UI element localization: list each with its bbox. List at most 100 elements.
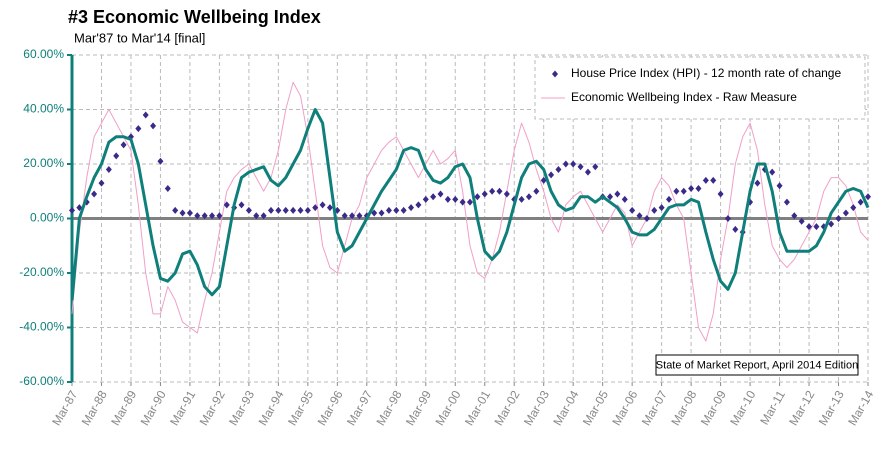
data-point: [548, 171, 555, 179]
data-point: [629, 206, 636, 214]
x-tick-label: Mar-99: [403, 388, 434, 428]
data-point: [164, 185, 171, 193]
data-point: [651, 206, 658, 214]
data-point: [798, 217, 805, 225]
data-point: [444, 195, 451, 203]
x-tick-label: Mar-02: [491, 388, 522, 428]
data-point: [776, 182, 783, 190]
data-point: [415, 201, 422, 209]
data-point: [503, 190, 510, 198]
x-tick-label: Mar-12: [786, 388, 817, 428]
x-tick-label: Mar-00: [432, 388, 463, 428]
x-tick-label: Mar-01: [462, 388, 493, 428]
data-point: [643, 215, 650, 222]
chart-title: #3 Economic Wellbeing Index: [68, 7, 321, 27]
legend-label: House Price Index (HPI) - 12 month rate …: [571, 66, 841, 80]
data-point: [209, 212, 216, 220]
x-tick-label: Mar-94: [256, 388, 287, 428]
data-point: [290, 206, 297, 214]
y-tick-label: 0.00%: [30, 211, 64, 225]
data-point: [865, 193, 871, 201]
data-point: [201, 212, 208, 220]
data-point: [518, 195, 525, 203]
data-point: [666, 195, 672, 203]
x-tick-label: Mar-93: [226, 388, 257, 428]
data-point: [791, 212, 798, 220]
data-point: [408, 204, 415, 212]
data-point: [76, 204, 83, 212]
x-tick-label: Mar-06: [609, 388, 640, 428]
data-point: [135, 125, 142, 133]
data-point: [186, 209, 193, 217]
data-point: [806, 223, 813, 231]
x-tick-label: Mar-89: [108, 388, 139, 428]
legend-box: [534, 56, 866, 120]
data-point: [275, 206, 282, 214]
data-point: [533, 187, 540, 195]
data-point: [120, 141, 127, 149]
series-line: [70, 108, 870, 301]
data-point: [607, 193, 614, 201]
y-tick-label: -60.00%: [19, 374, 64, 388]
data-point: [253, 212, 260, 220]
x-tick-label: Mar-08: [668, 388, 699, 428]
x-tick-label: Mar-87: [49, 388, 80, 428]
data-point: [194, 212, 201, 220]
x-tick-label: Mar-92: [197, 388, 228, 428]
data-point: [105, 165, 112, 173]
chart-subtitle: Mar'87 to Mar'14 [final]: [74, 30, 205, 45]
x-tick-label: Mar-88: [79, 388, 110, 428]
data-point: [592, 163, 599, 171]
y-tick-label: -20.00%: [19, 265, 64, 279]
data-point: [584, 168, 591, 176]
data-point: [621, 195, 628, 203]
data-point: [91, 190, 98, 198]
y-tick-label: 40.00%: [23, 102, 64, 116]
data-point: [577, 163, 584, 171]
x-tick-label: Mar-90: [138, 388, 169, 428]
data-point: [769, 168, 776, 176]
data-point: [459, 198, 466, 206]
x-tick-label: Mar-05: [580, 388, 611, 428]
data-point: [393, 206, 400, 214]
data-point: [400, 206, 407, 214]
data-point: [437, 190, 444, 198]
data-point: [157, 157, 164, 165]
data-point: [540, 176, 547, 184]
data-point: [260, 212, 267, 220]
y-tick-label: 60.00%: [23, 47, 64, 61]
data-point: [150, 122, 157, 130]
data-point: [304, 206, 311, 214]
data-point: [216, 212, 223, 220]
data-point: [356, 212, 363, 220]
data-point: [179, 209, 186, 217]
data-point: [238, 201, 245, 209]
legend-marker: [552, 70, 558, 78]
data-point: [813, 223, 820, 231]
data-point: [724, 215, 731, 222]
x-tick-label: Mar-03: [521, 388, 552, 428]
x-tick-label: Mar-96: [315, 388, 346, 428]
data-point: [245, 206, 252, 214]
data-point: [172, 206, 179, 214]
data-point: [555, 165, 562, 173]
data-point: [850, 204, 857, 212]
data-point: [282, 206, 289, 214]
x-tick-label: Mar-91: [167, 388, 198, 428]
legend-label: Economic Wellbeing Index - Raw Measure: [571, 90, 797, 104]
data-point: [562, 160, 569, 168]
x-tick-label: Mar-07: [639, 388, 670, 428]
y-tick-label: -40.00%: [19, 320, 64, 334]
data-point: [474, 193, 481, 201]
data-point: [496, 187, 503, 195]
data-point: [489, 187, 496, 195]
data-point: [481, 190, 488, 198]
data-point: [268, 206, 274, 214]
data-point: [828, 220, 835, 228]
data-point: [341, 212, 348, 220]
data-point: [695, 185, 702, 193]
data-point: [297, 206, 304, 214]
data-point: [525, 193, 532, 201]
data-point: [223, 201, 230, 209]
